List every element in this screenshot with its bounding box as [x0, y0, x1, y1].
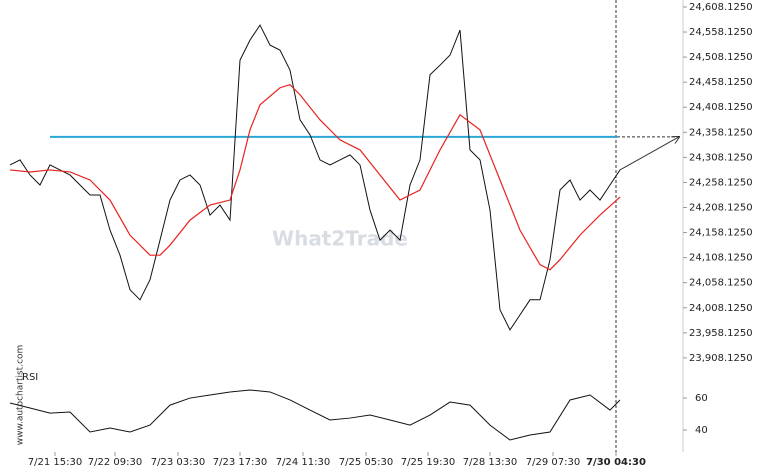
x-tick-label: 7/23 17:30 — [213, 457, 267, 468]
rsi-tick-label: 60 — [695, 393, 708, 404]
rsi-tick-label: 40 — [695, 425, 708, 436]
x-tick-label: 7/25 19:30 — [401, 457, 455, 468]
y-tick-label: 24,108.1250 — [689, 253, 753, 264]
rsi-line — [9, 389, 621, 441]
x-tick-label: 7/30 04:30 — [586, 457, 646, 468]
x-tick-label: 7/24 11:30 — [276, 457, 330, 468]
x-tick-label: 7/25 05:30 — [339, 457, 393, 468]
y-tick-label: 24,208.1250 — [689, 202, 753, 213]
x-tick-label: 7/29 07:30 — [526, 457, 580, 468]
x-tick-label: 7/21 15:30 — [28, 457, 82, 468]
y-tick-label: 24,608.1250 — [689, 2, 753, 13]
y-tick-label: 24,308.1250 — [689, 152, 753, 163]
y-tick-label: 24,508.1250 — [689, 52, 753, 63]
y-tick-label: 24,558.1250 — [689, 27, 753, 38]
moving-average — [9, 84, 621, 271]
price-line — [9, 24, 621, 331]
y-tick-label: 24,058.1250 — [689, 278, 753, 289]
y-tick-label: 24,458.1250 — [689, 77, 753, 88]
y-tick-label: 24,258.1250 — [689, 177, 753, 188]
x-tick-label: 7/28 13:30 — [463, 457, 517, 468]
y-tick-label: 24,408.1250 — [689, 102, 753, 113]
y-tick-label: 23,958.1250 — [689, 328, 753, 339]
x-tick-label: 7/23 03:30 — [151, 457, 205, 468]
watermark: What2Trade — [272, 227, 408, 251]
x-tick-label: 7/22 09:30 — [88, 457, 142, 468]
y-tick-label: 24,158.1250 — [689, 228, 753, 239]
y-tick-label: 24,008.1250 — [689, 303, 753, 314]
side-label: www.autochartist.com — [16, 345, 26, 446]
y-tick-label: 24,358.1250 — [689, 127, 753, 138]
y-tick-label: 23,908.1250 — [689, 353, 753, 364]
rsi-label: RSI — [22, 372, 38, 383]
projection-arrow — [619, 137, 679, 171]
